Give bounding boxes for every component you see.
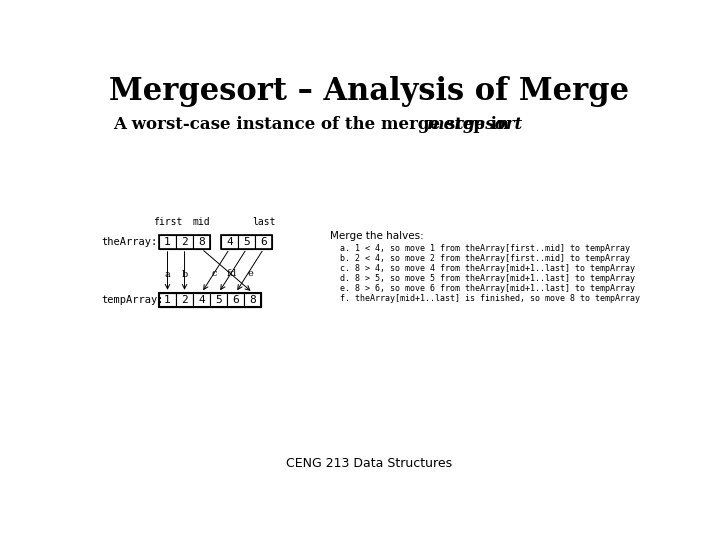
Text: a. 1 < 4, so move 1 from theArray[first..mid] to tempArray: a. 1 < 4, so move 1 from theArray[first.…	[330, 244, 630, 253]
Text: mergesort: mergesort	[426, 116, 522, 133]
Text: 4: 4	[198, 295, 205, 305]
Text: e. 8 > 6, so move 6 from theArray[mid+1..last] to tempArray: e. 8 > 6, so move 6 from theArray[mid+1.…	[330, 284, 635, 293]
Text: theArray:: theArray:	[102, 237, 158, 247]
Text: b: b	[181, 270, 188, 279]
Text: Merge the halves:: Merge the halves:	[330, 231, 424, 241]
Text: f. theArray[mid+1..last] is finished, so move 8 to tempArray: f. theArray[mid+1..last] is finished, so…	[330, 294, 640, 302]
Text: 8: 8	[249, 295, 256, 305]
Bar	[193, 293, 210, 307]
Text: 5: 5	[243, 237, 250, 247]
Text: 8: 8	[198, 237, 205, 247]
Text: e: e	[248, 268, 253, 278]
Text: b. 2 < 4, so move 2 from theArray[first..mid] to tempArray: b. 2 < 4, so move 2 from theArray[first.…	[330, 254, 630, 262]
Bar	[159, 293, 261, 307]
Bar	[244, 293, 261, 307]
Text: d: d	[230, 268, 235, 278]
Bar	[193, 235, 210, 249]
Bar	[221, 235, 238, 249]
Text: tempArray:: tempArray:	[102, 295, 164, 305]
Text: first: first	[153, 217, 182, 227]
Text: 1: 1	[164, 295, 171, 305]
Text: last: last	[252, 217, 275, 227]
Text: 6: 6	[233, 295, 239, 305]
Bar	[176, 293, 193, 307]
Text: Mergesort – Analysis of Merge: Mergesort – Analysis of Merge	[109, 76, 629, 107]
Text: 1: 1	[164, 237, 171, 247]
Text: f: f	[227, 268, 230, 278]
Text: CENG 213 Data Structures: CENG 213 Data Structures	[286, 457, 452, 470]
Text: 2: 2	[181, 237, 188, 247]
Text: mid: mid	[193, 217, 210, 227]
Text: c: c	[211, 268, 217, 278]
Bar	[176, 235, 193, 249]
Bar	[159, 293, 176, 307]
Text: 6: 6	[260, 237, 267, 247]
Bar	[255, 235, 272, 249]
Bar	[159, 235, 210, 249]
Bar	[228, 293, 244, 307]
Text: c. 8 > 4, so move 4 from theArray[mid+1..last] to tempArray: c. 8 > 4, so move 4 from theArray[mid+1.…	[330, 264, 635, 273]
Text: 4: 4	[226, 237, 233, 247]
Bar	[210, 293, 228, 307]
Text: 2: 2	[181, 295, 188, 305]
Bar	[221, 235, 272, 249]
Bar	[159, 235, 176, 249]
Text: 5: 5	[215, 295, 222, 305]
Text: A worst-case instance of the merge step in: A worst-case instance of the merge step …	[113, 116, 515, 133]
Text: d. 8 > 5, so move 5 from theArray[mid+1..last] to tempArray: d. 8 > 5, so move 5 from theArray[mid+1.…	[330, 274, 635, 282]
Bar	[238, 235, 255, 249]
Text: a: a	[165, 270, 171, 279]
